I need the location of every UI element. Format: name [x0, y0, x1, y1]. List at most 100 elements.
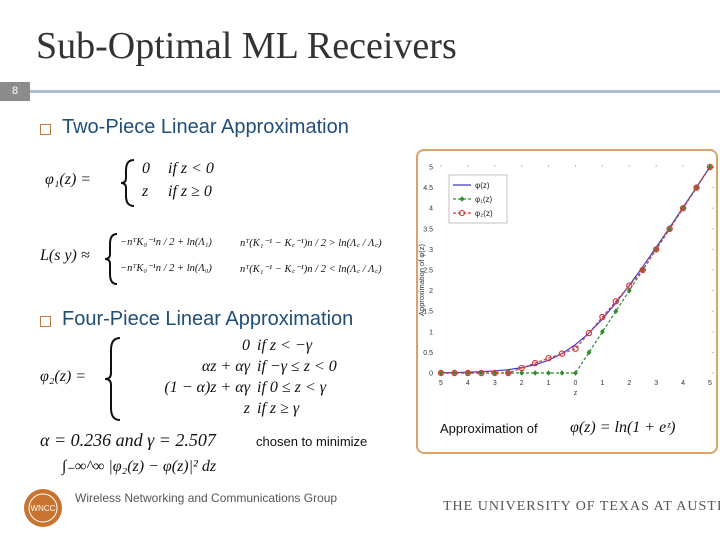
case-condition: if z ≥ γ	[257, 400, 300, 417]
marker	[626, 282, 633, 289]
y-axis-label: Approximation of φ(z)	[417, 244, 426, 316]
marker	[505, 369, 512, 377]
x-tick-label: 2	[520, 380, 524, 387]
marker	[585, 329, 593, 337]
slide-title: Sub-Optimal ML Receivers	[36, 25, 457, 67]
legend-label: φ(z)	[475, 181, 490, 190]
equation-lhs: L(s y) ≈	[40, 247, 90, 264]
y-tick-label: 1	[429, 329, 433, 336]
marker	[478, 369, 485, 377]
marker	[693, 184, 700, 191]
legend-label: φ₂(z)	[475, 209, 493, 218]
y-tick-label: 0	[429, 371, 433, 378]
marker	[586, 349, 592, 356]
y-tick-label: 0.5	[423, 350, 433, 357]
caption-text: Approximation of	[440, 421, 538, 436]
marker	[572, 345, 579, 352]
brace	[120, 159, 135, 207]
criterion: ∫₋∞^∞ |φ₂(z) − φ(z)|² dz	[62, 458, 217, 475]
bullet-marker	[40, 124, 51, 135]
slide-number: 8	[0, 82, 30, 101]
footer-university: THE UNIVERSITY OF TEXAS AT AUSTIN	[443, 499, 720, 514]
y-tick-label: 2.5	[423, 268, 433, 275]
case-condition: if −γ ≤ z < 0	[257, 358, 337, 375]
y-tick-label: 2	[429, 288, 433, 295]
x-tick-label: 3	[493, 380, 497, 387]
x-tick-label: 4	[681, 380, 685, 387]
marker	[545, 354, 552, 362]
case-value: αz + αγ	[201, 358, 250, 375]
case-value: 0	[242, 337, 250, 354]
marker	[613, 308, 619, 314]
marker	[599, 313, 606, 321]
marker	[626, 287, 632, 294]
x-axis-label: z	[574, 390, 578, 397]
y-tick-label: 4.5	[423, 185, 433, 192]
bullet-text: Four-Piece Linear Approximation	[62, 308, 354, 330]
header-rule	[30, 90, 720, 93]
x-tick-label: 4	[466, 380, 470, 387]
case-value: z	[243, 400, 250, 417]
x-tick-label: 5	[708, 380, 712, 387]
caption-formula: φ(z) = ln(1 + eᶻ)	[570, 419, 676, 436]
y-tick-label: 3.5	[423, 226, 433, 233]
case-value: −nᵀK₀⁻¹n / 2 + ln(Λ₁)	[120, 237, 212, 248]
criterion-text: chosen to minimize	[256, 434, 368, 449]
marker	[558, 350, 566, 357]
case-condition: if z ≥ 0	[168, 183, 212, 200]
case-condition: nᵀ(K₁⁻¹ − K꜀⁻¹)n / 2 > ln(Λ꜀ / Λ꜀)	[240, 238, 382, 249]
marker	[451, 369, 458, 377]
chart-frame	[416, 149, 718, 454]
brace	[104, 337, 121, 421]
logo: WNCC	[24, 489, 62, 527]
marker	[491, 369, 498, 377]
marker	[573, 370, 578, 376]
case-value: 0	[142, 160, 150, 177]
case-value: z	[142, 183, 149, 200]
y-tick-label: 3	[429, 247, 433, 254]
marker	[666, 225, 673, 232]
legend-marker	[459, 196, 465, 202]
case-value: (1 − α)z + αγ	[164, 379, 250, 396]
marker	[679, 204, 687, 212]
marker	[546, 370, 551, 376]
y-tick-label: 1.5	[423, 309, 433, 316]
marker	[464, 369, 472, 377]
equation-lhs: φ₁(z) =	[45, 171, 92, 188]
case-condition: if z < 0	[168, 160, 214, 177]
marker	[653, 246, 660, 253]
case-condition: nᵀ(K₁⁻¹ − K꜀⁻¹)n / 2 < ln(Λ꜀ / Λ꜀)	[240, 264, 382, 275]
logo-text: WNCC	[31, 504, 56, 513]
marker	[706, 163, 714, 171]
y-tick-label: 4	[429, 206, 433, 213]
marker	[639, 266, 646, 274]
marker	[532, 370, 538, 376]
marker	[612, 298, 620, 305]
bullet-text: Two-Piece Linear Approximation	[62, 116, 349, 138]
marker	[518, 364, 525, 372]
case-condition: if z < −γ	[257, 337, 313, 354]
x-tick-label: 5	[439, 380, 443, 387]
x-tick-label: 2	[627, 380, 631, 387]
y-tick-label: 5	[429, 165, 433, 172]
bullet-marker	[40, 316, 51, 327]
marker	[437, 369, 445, 377]
legend-label: φ₁(z)	[475, 195, 493, 204]
legend-marker	[458, 209, 466, 217]
x-tick-label: 1	[600, 380, 604, 387]
parameters: α = 0.236 and γ = 2.507	[40, 430, 216, 450]
marker	[519, 370, 525, 376]
x-tick-label: 0	[574, 380, 578, 387]
brace	[104, 233, 118, 285]
marker	[531, 359, 539, 367]
marker	[559, 370, 565, 376]
marker	[492, 370, 498, 376]
equation-lhs: φ₂(z) =	[40, 368, 87, 385]
marker	[600, 329, 605, 335]
marker	[452, 370, 457, 376]
x-tick-label: 1	[547, 380, 551, 387]
footer-group: Wireless Networking and Communications G…	[75, 491, 338, 505]
case-condition: if 0 ≤ z < γ	[257, 379, 326, 396]
